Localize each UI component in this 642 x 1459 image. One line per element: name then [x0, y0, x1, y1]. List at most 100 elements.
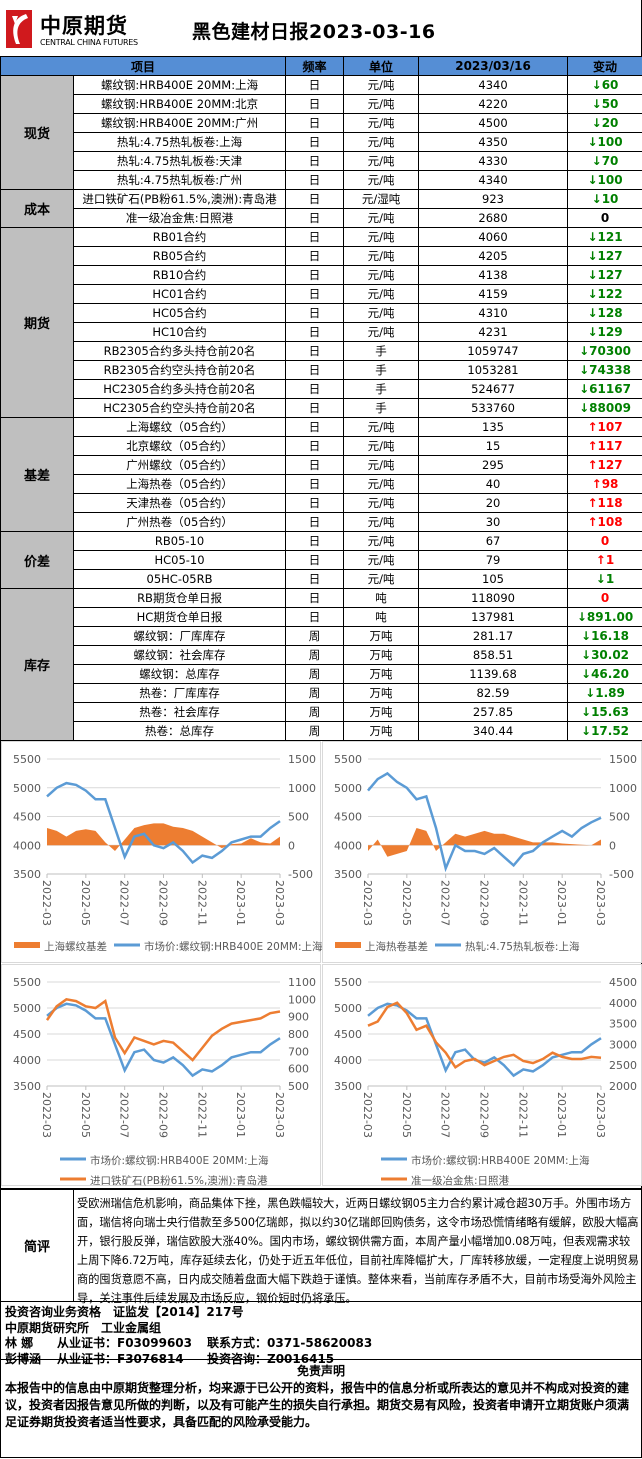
unit: 元/吨 [343, 170, 420, 190]
unit: 元/吨 [343, 208, 420, 228]
analyst-consult: 投资咨询：Z0016415 [207, 1351, 335, 1366]
change-value: ↓17.52 [567, 721, 642, 741]
arrow-down-icon: ↓ [579, 344, 590, 358]
arrow-down-icon: ↓ [591, 97, 602, 111]
frequency: 日 [285, 512, 345, 532]
unit: 元/吨 [343, 569, 420, 589]
commentary: 简评 受欧洲瑞信危机影响，商品集体下挫，黑色跌幅较大，近两日螺纹钢05主力合约累… [0, 1189, 642, 1305]
arrow-down-icon: ↓ [587, 306, 598, 320]
frequency: 日 [285, 569, 345, 589]
charts-area: 3500 4000 4500 5000 5500 -500 0 500 1000 1500 2022… [0, 741, 642, 1189]
commentary-label: 简评 [1, 1190, 74, 1301]
y-tick-label: 5500 [13, 976, 41, 989]
x-tick-label: 2022-03 [361, 880, 374, 926]
y2-tick-label: 600 [288, 1063, 309, 1076]
x-tick-label: 2022-03 [361, 1092, 374, 1138]
legend-label: 市场价:螺纹钢:HRB400E 20MM:上海 [411, 1154, 590, 1167]
arrow-down-icon: ↓ [587, 173, 598, 187]
value: 4330 [418, 151, 569, 171]
change-amount: 0 [600, 591, 610, 605]
change-amount: 127 [597, 249, 623, 263]
change-value: ↓121 [567, 227, 642, 247]
change-amount: 0 [600, 211, 610, 225]
legend-label: 市场价:螺纹钢:HRB400E 20MM:上海 [90, 1154, 269, 1167]
table-row: 热卷：总库存周万吨 340.44 ↓17.52 [1, 721, 642, 741]
change-value: ↓127 [567, 265, 642, 285]
change-amount: 128 [597, 306, 623, 320]
analyst-contact: 联系方式：0371-58620083 [207, 1336, 373, 1350]
change-value: ↓20 [567, 113, 642, 133]
y2-tick-label: 0 [609, 839, 616, 852]
y-tick-label: 3500 [13, 868, 41, 881]
qualification: 投资咨询业务资格 证监发【2014】217号 [5, 1305, 244, 1319]
unit: 元/吨 [343, 455, 420, 475]
department: 中原期货研究所 工业金属组 [5, 1320, 162, 1335]
logo-text: 中原期货 [40, 13, 128, 38]
value: 4060 [418, 227, 569, 247]
analyst-row: 彭博涵 从业证书：F3076814 投资咨询：Z0016415 [5, 1352, 637, 1368]
y-tick-label: 4000 [334, 839, 362, 852]
frequency: 日 [285, 170, 345, 190]
value: 4159 [418, 284, 569, 304]
value: 1059747 [418, 341, 569, 361]
frequency: 日 [285, 417, 345, 437]
table-row: 期货 RB01合约日元/吨 4060 ↓121 [0, 227, 642, 418]
arrow-up-icon: ↑ [587, 515, 598, 529]
change-value: ↓891.00 [567, 607, 642, 627]
item-name: HC期货仓单日报 [72, 607, 287, 627]
frequency: 日 [285, 75, 345, 95]
change-value: ↑117 [567, 436, 642, 456]
x-tick-label: 2022-05 [79, 1092, 92, 1138]
frequency: 周 [285, 721, 345, 741]
y2-tick-label: -500 [288, 868, 313, 881]
arrow-up-icon: ↑ [587, 458, 598, 472]
legend-label: 准一级冶金焦:日照港 [411, 1174, 510, 1187]
table-row: 螺纹钢：总库存周万吨 1139.68 ↓46.20 [1, 664, 642, 684]
value: 4310 [418, 303, 569, 323]
change-amount: 50 [601, 97, 619, 111]
x-tick-label: 2022-11 [516, 1092, 529, 1138]
category-label: 成本 [0, 189, 74, 228]
value: 4231 [418, 322, 569, 342]
y2-tick-label: 3000 [609, 1038, 637, 1051]
y-tick-label: 3500 [13, 1080, 41, 1093]
unit: 元/吨 [343, 512, 420, 532]
item-name: RB2305合约多头持仓前20名 [72, 341, 287, 361]
table-row: RB10合约日元/吨 4138 ↓127 [1, 265, 642, 285]
frequency: 周 [285, 664, 345, 684]
value: 67 [418, 531, 569, 551]
unit: 元/吨 [343, 550, 420, 570]
frequency: 日 [285, 189, 345, 209]
change-amount: 1 [605, 572, 615, 586]
change-amount: 100 [597, 135, 623, 149]
arrow-down-icon: ↓ [581, 667, 592, 681]
change-value: ↓70300 [567, 341, 642, 361]
item-name: HC2305合约空头持仓前20名 [72, 398, 287, 418]
frequency: 日 [285, 531, 345, 551]
item-name: 螺纹钢：总库存 [72, 664, 287, 684]
chart-rebar-iron-ore: 3500 4000 4500 5000 5500 500 600 700 800 900 1000 1… [1, 964, 321, 1187]
x-tick-label: 2023-03 [273, 880, 286, 926]
frequency: 日 [285, 398, 345, 418]
arrow-down-icon: ↓ [581, 705, 592, 719]
value: 4340 [418, 75, 569, 95]
frequency: 日 [285, 322, 345, 342]
item-name: HC01合约 [72, 284, 287, 304]
x-tick-label: 2023-03 [594, 1092, 607, 1138]
x-tick-label: 2022-11 [195, 1092, 208, 1138]
frequency: 日 [285, 151, 345, 171]
x-tick-label: 2023-01 [555, 880, 568, 926]
price-line-series [367, 771, 602, 873]
change-amount: 0 [600, 534, 610, 548]
value: 105 [418, 569, 569, 589]
change-amount: 107 [597, 420, 623, 434]
change-value: ↓127 [567, 246, 642, 266]
frequency: 周 [285, 626, 345, 646]
legend-label: 热轧:4.75热轧板卷:上海 [465, 940, 580, 953]
frequency: 日 [285, 607, 345, 627]
y2-tick-label: 800 [288, 1028, 309, 1041]
table-row: 上海热卷（05合约）日元/吨 40 ↑98 [1, 474, 642, 494]
value: 923 [418, 189, 569, 209]
item-name: 热卷：总库存 [72, 721, 287, 741]
value: 40 [418, 474, 569, 494]
